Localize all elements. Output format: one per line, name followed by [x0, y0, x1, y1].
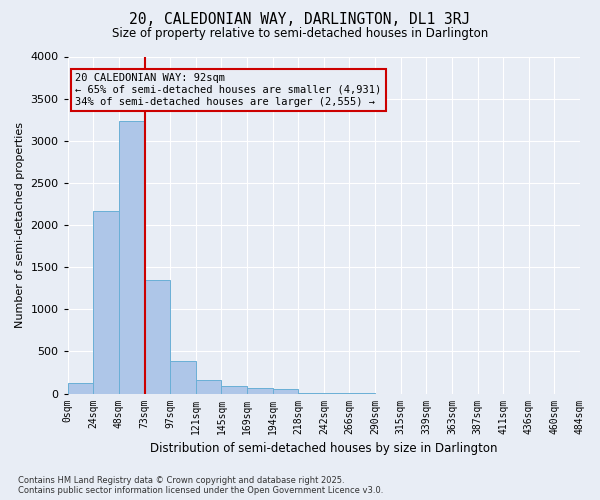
Bar	[221, 386, 247, 394]
Bar	[196, 380, 221, 394]
Bar	[119, 122, 145, 394]
Text: 20, CALEDONIAN WAY, DARLINGTON, DL1 3RJ: 20, CALEDONIAN WAY, DARLINGTON, DL1 3RJ	[130, 12, 470, 28]
Bar	[247, 388, 272, 394]
Y-axis label: Number of semi-detached properties: Number of semi-detached properties	[15, 122, 25, 328]
Bar	[68, 384, 94, 394]
Bar	[298, 392, 324, 394]
Text: 20 CALEDONIAN WAY: 92sqm
← 65% of semi-detached houses are smaller (4,931)
34% o: 20 CALEDONIAN WAY: 92sqm ← 65% of semi-d…	[76, 74, 382, 106]
Bar	[145, 280, 170, 394]
X-axis label: Distribution of semi-detached houses by size in Darlington: Distribution of semi-detached houses by …	[150, 442, 497, 455]
Bar	[94, 210, 119, 394]
Text: Size of property relative to semi-detached houses in Darlington: Size of property relative to semi-detach…	[112, 28, 488, 40]
Bar	[170, 360, 196, 394]
Text: Contains HM Land Registry data © Crown copyright and database right 2025.
Contai: Contains HM Land Registry data © Crown c…	[18, 476, 383, 495]
Bar	[272, 389, 298, 394]
